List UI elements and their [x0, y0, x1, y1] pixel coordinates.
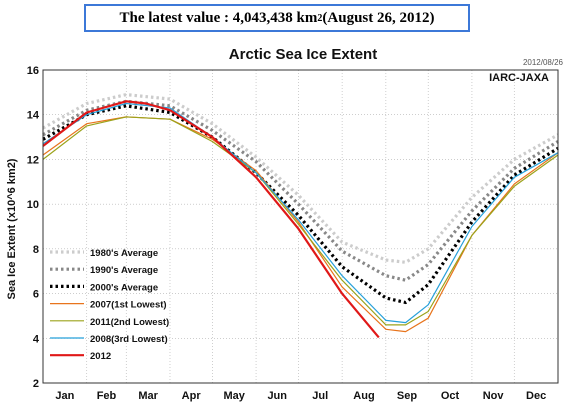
y-tick-label: 12: [27, 154, 39, 166]
x-tick-label: Feb: [97, 390, 117, 402]
y-tick-label: 10: [27, 199, 39, 211]
x-tick-label: May: [223, 390, 245, 402]
series-line-2008-3rd-lowest-: [42, 102, 559, 324]
x-tick-label: Jun: [267, 390, 287, 402]
x-tick-label: Jan: [55, 390, 74, 402]
x-tick-label: Nov: [483, 390, 505, 402]
x-tick-label: Mar: [138, 390, 158, 402]
x-tick-label: Sep: [397, 390, 417, 402]
y-tick-label: 14: [27, 110, 40, 122]
plot-frame: [42, 69, 559, 384]
series-line-2000-s-average: [42, 104, 559, 305]
latest-value-text: The latest value : 4,043,438 km: [119, 9, 318, 26]
legend-label: 1980's Average: [90, 248, 158, 259]
x-tick-label: Aug: [353, 390, 374, 402]
legend-label: 2012: [90, 351, 111, 362]
latest-value-superscript: 2: [317, 12, 323, 24]
x-tick-label: Jul: [312, 390, 328, 402]
legend-label: 2011(2nd Lowest): [90, 317, 169, 328]
source-label: IARC-JAXA: [489, 72, 549, 84]
latest-value-date: (August 26, 2012): [322, 9, 435, 26]
x-tick-label: Apr: [182, 390, 202, 402]
series-line-1990-s-average: [42, 99, 559, 282]
legend-label: 2007(1st Lowest): [90, 300, 167, 311]
y-axis-label: Sea Ice Extent (x10^6 km2): [6, 158, 18, 299]
y-tick-label: 4: [33, 333, 40, 345]
y-tick-label: 6: [33, 289, 39, 301]
date-stamp: 2012/08/26: [523, 58, 564, 67]
series-line-2011-2nd-lowest-: [42, 116, 559, 326]
y-tick-label: 16: [27, 65, 39, 77]
chart-title: Arctic Sea Ice Extent: [229, 46, 377, 63]
legend-label: 2000's Average: [90, 282, 158, 293]
latest-value-banner: The latest value : 4,043,438 km 2 (August…: [84, 4, 470, 32]
y-tick-label: 8: [33, 244, 39, 256]
legend-label: 2008(3rd Lowest): [90, 334, 168, 345]
x-tick-label: Oct: [441, 390, 460, 402]
y-tick-label: 2: [33, 378, 39, 390]
series-line-2012: [42, 100, 380, 339]
x-tick-label: Dec: [526, 390, 546, 402]
legend-label: 1990's Average: [90, 265, 158, 276]
